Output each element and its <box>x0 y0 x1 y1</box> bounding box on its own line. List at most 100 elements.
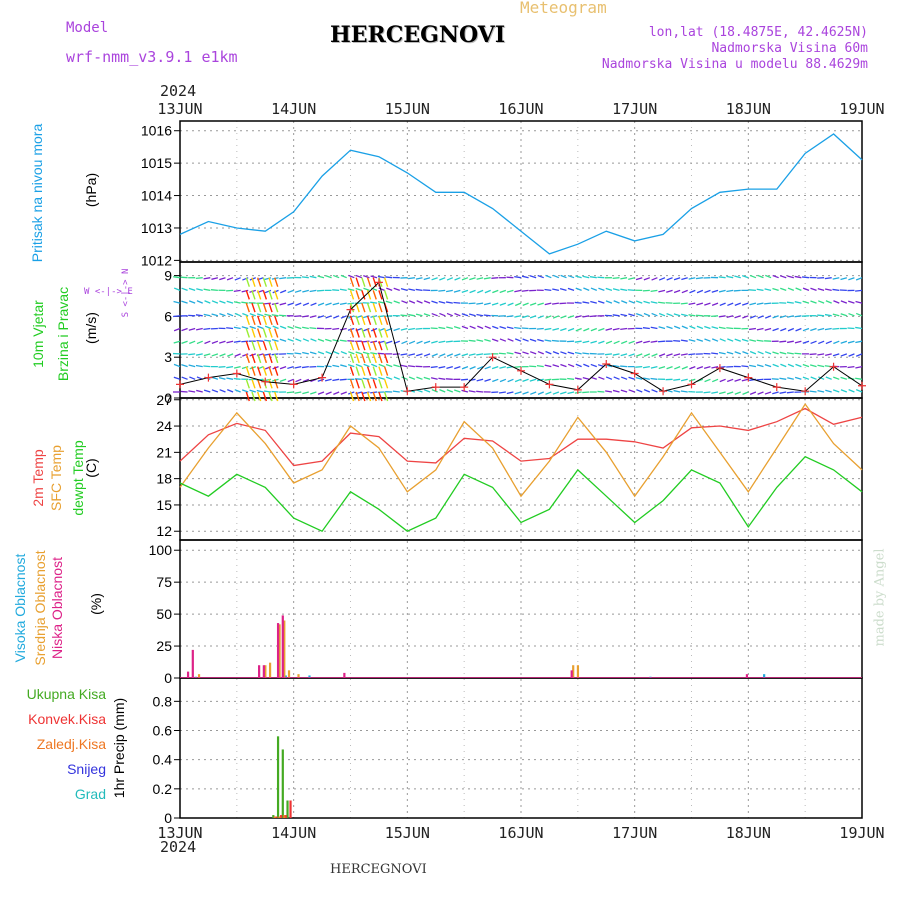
wind-arrow <box>446 327 453 329</box>
wind-arrow <box>264 314 271 316</box>
wind-arrow <box>431 378 438 379</box>
wind-arrow <box>394 288 400 290</box>
wind-arrow <box>424 314 430 316</box>
wind-arrow <box>246 290 249 299</box>
wind-arrow <box>340 379 347 380</box>
precip-bar <box>282 749 284 818</box>
wind-arrow <box>681 391 688 392</box>
wind-arrow <box>629 301 635 303</box>
wind-arrow <box>182 341 188 343</box>
wind-arrow <box>833 278 840 279</box>
wind-arrow <box>189 365 196 367</box>
wind-arrow <box>246 316 249 325</box>
wind-arrow <box>719 290 726 292</box>
wind-arrow <box>476 354 483 355</box>
temp-ytick-label: 15 <box>156 497 172 513</box>
wind-arrow <box>393 391 400 392</box>
wind-arrow <box>484 278 491 279</box>
wind-arrow <box>772 352 778 354</box>
wind-arrow <box>370 353 377 354</box>
wind-arrow <box>658 302 665 303</box>
wind-arrow <box>212 314 218 316</box>
wind-arrow <box>787 378 794 380</box>
wind-arrow <box>226 378 233 379</box>
wind-arrow <box>704 326 710 328</box>
wind-arrow <box>408 278 415 279</box>
wind-speed-marker <box>204 374 212 382</box>
wind-arrow <box>537 329 544 330</box>
wind-arrow <box>576 364 582 366</box>
wind-arrow <box>688 354 695 355</box>
wind-arrow <box>370 378 377 380</box>
wind-arrow <box>674 326 680 328</box>
wind-arrow <box>705 379 711 381</box>
date-label-top: 19JUN <box>839 100 884 118</box>
wind-arrow <box>644 278 650 280</box>
wind-arrow <box>272 315 279 316</box>
wind-arrow <box>325 379 331 381</box>
wind-arrow <box>401 329 407 331</box>
wind-arrow <box>416 289 423 290</box>
wind-arrow <box>825 354 832 356</box>
wind-arrow <box>348 365 354 367</box>
wind-arrow <box>832 329 839 330</box>
wind-arrow <box>500 379 506 381</box>
wind-arrow <box>351 278 354 287</box>
wind-speed-marker <box>545 380 553 388</box>
wind-arrow <box>263 341 266 350</box>
wind-arrow <box>462 326 468 328</box>
wind-arrow <box>749 329 756 330</box>
wind-arrow <box>621 341 627 343</box>
wind-arrow <box>373 316 376 325</box>
date-label-top: 14JUN <box>271 100 316 118</box>
cloud-bar <box>258 665 260 678</box>
pressure-label: Pritisak na nivou mora <box>29 113 45 273</box>
wind-arrow <box>332 365 339 366</box>
wind-arrow <box>644 313 650 315</box>
precip-ytick-label: 0.6 <box>153 723 173 739</box>
wind-arrow <box>560 289 566 291</box>
wind-arrow <box>530 339 536 341</box>
date-label-bottom: 18JUN <box>726 824 771 842</box>
wind-arrow <box>401 365 408 366</box>
wind-arrow <box>379 354 382 363</box>
wind-label-1: 10m Vjetar <box>30 289 46 379</box>
wind-arrow <box>303 303 309 305</box>
wind-arrow <box>393 365 399 367</box>
wind-arrow <box>356 290 359 299</box>
wind-arrow <box>438 327 445 328</box>
wind-arrow <box>499 367 505 369</box>
wind-arrow <box>780 392 787 393</box>
wind-arrow <box>332 379 339 380</box>
wind-arrow <box>499 392 506 393</box>
wind-arrow <box>356 354 359 363</box>
wind-arrow <box>727 392 733 394</box>
wind-arrow <box>275 341 278 350</box>
wind-arrow <box>833 377 839 379</box>
wind-arrow <box>373 354 376 363</box>
wind-arrow <box>779 341 786 342</box>
precip-unit: 1hr Precip (mm) <box>111 688 127 808</box>
wind-arrow <box>219 278 225 280</box>
wind-arrow <box>386 377 392 379</box>
wind-unit: (m/s) <box>83 293 99 363</box>
wind-arrow <box>757 365 763 367</box>
wind-arrow <box>408 366 415 367</box>
wind-arrow <box>385 316 388 325</box>
wind-arrow <box>469 314 475 316</box>
wind-arrow <box>711 316 718 317</box>
wind-arrow <box>742 339 748 341</box>
wind-arrow <box>379 379 382 388</box>
wind-arrow <box>340 303 347 304</box>
wind-arrow <box>727 352 733 354</box>
wind-arrow <box>269 354 272 363</box>
coords-label: lon,lat (18.4875E, 42.4625N) <box>649 25 868 40</box>
wind-arrow <box>368 341 371 350</box>
wind-arrow <box>318 339 324 341</box>
wind-arrow <box>378 276 385 277</box>
wind-arrow <box>280 326 286 328</box>
wind-arrow <box>492 367 498 369</box>
wind-arrow <box>269 367 272 376</box>
wind-arrow <box>825 289 832 290</box>
wind-arrow <box>689 278 696 279</box>
